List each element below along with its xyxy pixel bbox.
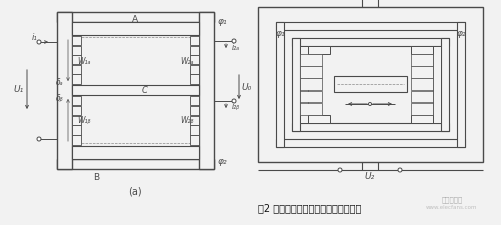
Bar	[300, 79, 321, 91]
Circle shape	[397, 168, 401, 172]
Bar	[276, 23, 284, 147]
Bar	[276, 139, 464, 147]
Bar	[57, 159, 213, 169]
Bar	[72, 56, 81, 65]
Bar	[189, 136, 198, 145]
Text: W₁ₐ: W₁ₐ	[77, 56, 91, 65]
Bar	[72, 37, 81, 46]
Bar	[300, 47, 329, 55]
Bar	[72, 75, 81, 84]
Bar	[198, 13, 213, 169]
Circle shape	[37, 41, 41, 45]
Bar	[300, 67, 321, 79]
Text: i₁: i₁	[32, 33, 38, 42]
Text: U₂: U₂	[364, 172, 374, 181]
Text: φ₁: φ₁	[275, 28, 284, 37]
Bar	[189, 106, 198, 116]
Bar	[292, 39, 300, 131]
Text: W₂ₐ: W₂ₐ	[180, 56, 193, 65]
Bar	[300, 47, 308, 124]
Text: U₀: U₀	[241, 83, 252, 92]
Bar	[300, 55, 321, 66]
Text: φ₁: φ₁	[217, 16, 226, 25]
Bar	[57, 13, 72, 169]
Bar	[72, 97, 81, 106]
Text: δₐ: δₐ	[56, 78, 64, 87]
Bar	[72, 46, 81, 55]
Bar	[189, 97, 198, 106]
Bar	[456, 23, 464, 147]
Text: i₂ₐ: i₂ₐ	[231, 42, 239, 51]
Bar	[189, 56, 198, 65]
Circle shape	[231, 99, 235, 104]
Circle shape	[368, 103, 371, 106]
Bar	[300, 115, 329, 124]
Text: C: C	[142, 86, 148, 95]
Text: U₁: U₁	[364, 0, 374, 2]
Bar	[410, 91, 432, 103]
Text: 图2 差动变压器式传感器的结构示意图: 图2 差动变压器式传感器的结构示意图	[258, 202, 361, 212]
Bar	[300, 103, 321, 115]
Bar	[410, 67, 432, 79]
Bar	[72, 106, 81, 116]
Text: i₂ᵦ: i₂ᵦ	[231, 102, 239, 111]
Text: U₁: U₁	[14, 85, 24, 94]
Text: δᵦ: δᵦ	[56, 94, 64, 103]
Bar	[258, 8, 482, 162]
Bar	[432, 47, 440, 124]
Text: (a): (a)	[128, 186, 141, 196]
Bar	[189, 37, 198, 46]
Bar	[276, 23, 464, 31]
Bar	[410, 103, 432, 115]
Bar	[189, 116, 198, 125]
Bar	[410, 55, 432, 66]
Bar	[72, 86, 198, 96]
Bar	[189, 46, 198, 55]
Bar	[410, 79, 432, 91]
Bar	[189, 75, 198, 84]
Bar	[440, 39, 448, 131]
Bar	[300, 91, 321, 103]
Bar	[72, 146, 198, 159]
Bar	[72, 126, 81, 135]
Bar	[72, 116, 81, 125]
Bar	[410, 47, 440, 55]
Bar	[57, 13, 213, 23]
Text: 电子发烧友: 电子发烧友	[440, 196, 462, 202]
Text: B: B	[93, 173, 99, 182]
Bar	[72, 65, 81, 74]
Bar	[410, 115, 440, 124]
Bar	[292, 39, 448, 47]
Bar	[333, 77, 406, 93]
Text: www.elecfans.com: www.elecfans.com	[425, 205, 477, 209]
Text: φ₂: φ₂	[217, 157, 226, 166]
Circle shape	[337, 168, 341, 172]
Bar	[189, 65, 198, 74]
Bar	[292, 124, 448, 131]
Text: φ₂: φ₂	[455, 28, 465, 37]
Bar	[189, 126, 198, 135]
Text: W₁ᵦ: W₁ᵦ	[77, 116, 91, 125]
Text: W₂ᵦ: W₂ᵦ	[180, 116, 193, 125]
Text: A: A	[132, 14, 138, 23]
Circle shape	[231, 40, 235, 44]
Bar	[72, 23, 198, 36]
Bar	[72, 136, 81, 145]
Circle shape	[37, 137, 41, 141]
